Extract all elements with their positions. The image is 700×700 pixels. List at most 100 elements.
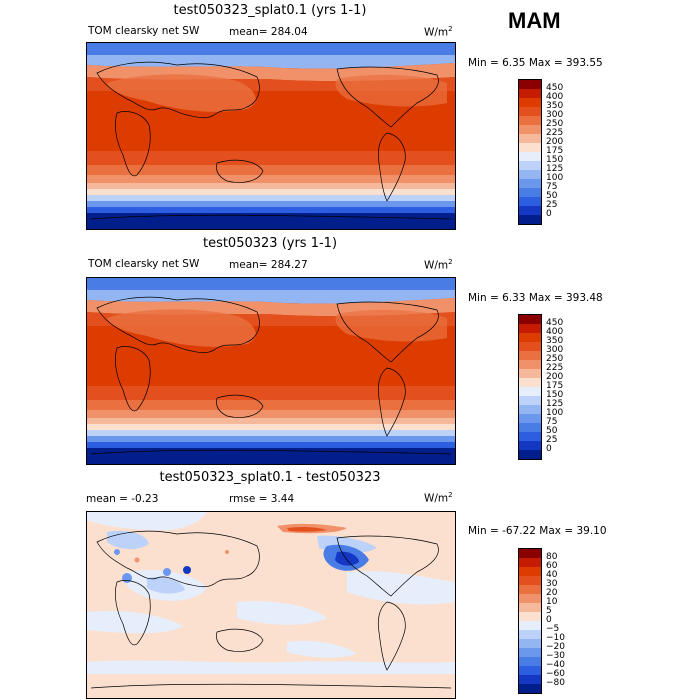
tick-label: 75 [546,182,558,192]
tick-label: 350 [546,101,564,111]
colorbar-swatch [519,396,541,405]
colorbar-swatch [519,107,541,116]
tick-label: 250 [546,119,564,129]
panel3-title: test050323_splat0.1 - test050323 [159,470,381,485]
panel1-mean: mean= 284.04 [229,26,308,38]
colorbar-swatch [519,567,541,576]
colorbar-swatch [519,143,541,152]
tick-label: 25 [546,435,558,445]
colorbar-swatch [519,405,541,414]
tick-label: 125 [546,164,564,174]
colorbar-swatch [519,98,541,107]
colorbar-swatch [519,423,541,432]
tick-label: 225 [546,363,564,373]
colorbar-swatch [519,80,541,89]
tick-label: 300 [546,345,564,355]
tick-label: 30 [546,579,558,589]
colorbar-swatch [519,333,541,342]
panel2-colorbar [518,314,542,460]
colorbar-swatch [519,116,541,125]
tick-label: 400 [546,327,564,337]
panel2-map-svg [87,278,455,464]
tick-label: 450 [546,83,564,93]
colorbar-swatch [519,161,541,170]
colorbar-swatch [519,450,541,459]
panel2-variable: TOM clearsky net SW [88,258,200,270]
panel1-colorbar [518,79,542,225]
tick-label: 0 [546,444,552,454]
colorbar-swatch [519,432,541,441]
panel3-minmax: Min = -67.22 Max = 39.10 [468,525,607,537]
colorbar-swatch [519,576,541,585]
panel2-map [86,277,456,465]
panel1-minmax: Min = 6.35 Max = 393.55 [468,57,603,69]
tick-label: 175 [546,381,564,391]
colorbar-swatch [519,639,541,648]
tick-label: 75 [546,417,558,427]
colorbar-swatch [519,603,541,612]
colorbar-swatch [519,657,541,666]
tick-label: 0 [546,209,552,219]
colorbar-swatch [519,188,541,197]
tick-label: 5 [546,606,552,616]
panel2-mean: mean= 284.27 [229,259,308,271]
colorbar-swatch [519,89,541,98]
colorbar-swatch [519,648,541,657]
colorbar-swatch [519,612,541,621]
tick-label: 175 [546,146,564,156]
colorbar-swatch [519,369,541,378]
tick-label: −40 [546,660,565,670]
colorbar-swatch [519,179,541,188]
colorbar-swatch [519,125,541,134]
colorbar-swatch [519,197,541,206]
panel3-units: W/m2 [424,491,453,505]
panel3-map [86,511,456,699]
colorbar-swatch [519,378,541,387]
panel3-rmse: rmse = 3.44 [229,493,295,505]
tick-label: 225 [546,128,564,138]
panel3-map-svg [87,512,455,698]
tick-label: 400 [546,92,564,102]
colorbar-swatch [519,170,541,179]
tick-label: 20 [546,588,558,598]
tick-label: 125 [546,399,564,409]
colorbar-swatch [519,342,541,351]
tick-label: 350 [546,336,564,346]
colorbar-swatch [519,215,541,224]
tick-label: 0 [546,615,552,625]
panel2-minmax: Min = 6.33 Max = 393.48 [468,292,603,304]
tick-label: 100 [546,408,564,418]
tick-label: 250 [546,354,564,364]
colorbar-swatch [519,152,541,161]
colorbar-swatch [519,558,541,567]
season-label: MAM [508,8,561,33]
tick-label: −20 [546,642,565,652]
colorbar-swatch [519,549,541,558]
colorbar-swatch [519,360,541,369]
colorbar-swatch [519,666,541,675]
colorbar-swatch [519,324,541,333]
colorbar-swatch [519,206,541,215]
panel1-map-svg [87,43,455,229]
colorbar-swatch [519,594,541,603]
colorbar-swatch [519,675,541,684]
colorbar-swatch [519,134,541,143]
colorbar-swatch [519,387,541,396]
panel3-colorbar [518,548,542,694]
panel1-title: test050323_splat0.1 (yrs 1-1) [173,3,367,18]
tick-label: 50 [546,426,558,436]
panel3-mean: mean = -0.23 [86,493,159,505]
tick-label: 40 [546,570,558,580]
tick-label: 450 [546,318,564,328]
colorbar-swatch [519,315,541,324]
tick-label: 200 [546,137,564,147]
tick-label: 300 [546,110,564,120]
colorbar-swatch [519,630,541,639]
tick-label: 25 [546,200,558,210]
tick-label: 50 [546,191,558,201]
panel1-variable: TOM clearsky net SW [88,25,200,37]
colorbar-swatch [519,621,541,630]
panel2-title: test050323 (yrs 1-1) [202,236,338,251]
tick-label: 10 [546,597,558,607]
colorbar-swatch [519,414,541,423]
